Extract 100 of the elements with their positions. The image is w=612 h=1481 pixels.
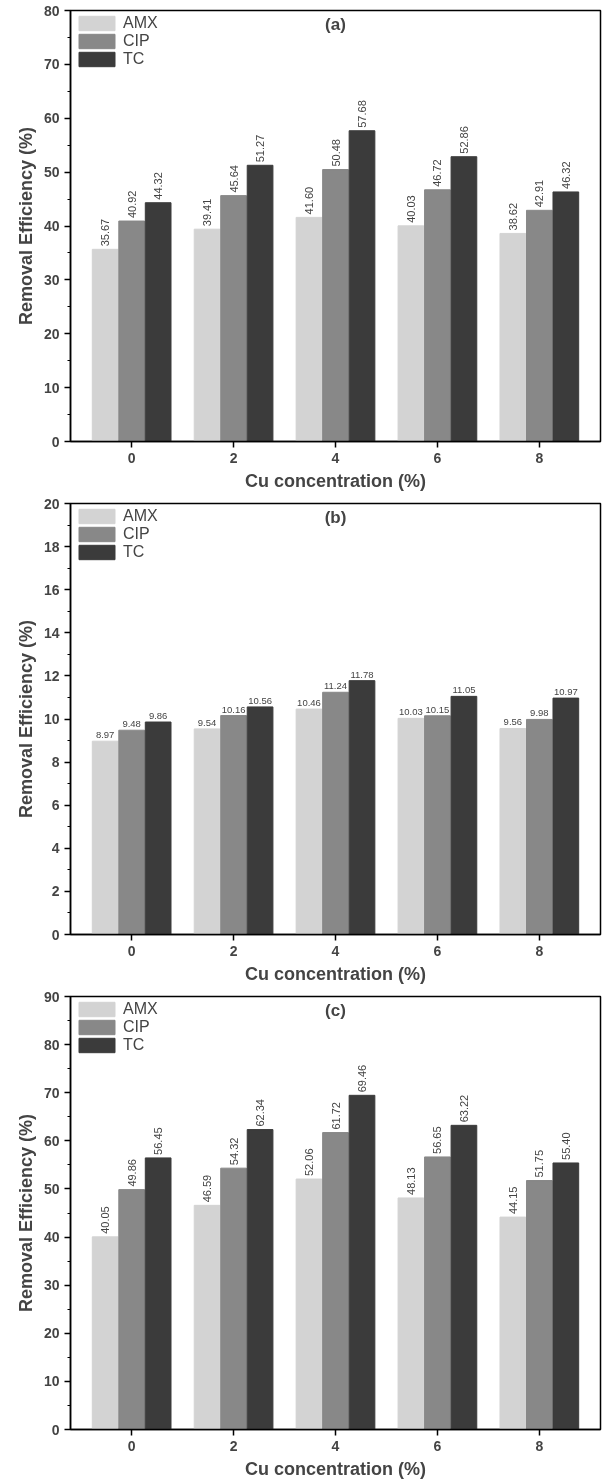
bar — [450, 156, 478, 442]
legend-label: TC — [123, 1036, 145, 1054]
bar — [118, 220, 146, 442]
x-tick-label: 4 — [331, 449, 340, 466]
data-label: 9.48 — [122, 718, 141, 730]
y-tick-label: 90 — [43, 988, 60, 1005]
data-label: 51.75 — [533, 1149, 546, 1178]
y-tick-label: 20 — [43, 325, 60, 342]
legend-label: AMX — [123, 14, 158, 32]
bar — [246, 164, 274, 442]
y-tick-label: 0 — [51, 433, 60, 450]
annotation: (c) — [325, 1000, 346, 1020]
bar — [193, 228, 221, 442]
data-label: 51.27 — [254, 134, 267, 163]
data-label: 10.56 — [248, 694, 272, 706]
y-tick-label: 20 — [43, 495, 60, 512]
data-label: 10.03 — [399, 706, 423, 718]
bar — [424, 1156, 451, 1430]
bar — [424, 189, 451, 442]
bar — [499, 1216, 527, 1430]
annotation: (a) — [325, 14, 346, 34]
bar — [118, 1189, 146, 1430]
x-tick-label: 2 — [229, 942, 238, 959]
bar — [91, 1236, 119, 1430]
bar — [295, 216, 323, 442]
data-label: 39.41 — [201, 198, 214, 227]
bar — [118, 729, 146, 935]
y-tick-label: 12 — [43, 667, 60, 684]
bar — [220, 195, 247, 442]
data-label: 57.68 — [356, 100, 368, 128]
bar — [322, 691, 349, 935]
bar — [144, 202, 172, 442]
data-label: 54.32 — [227, 1137, 240, 1166]
legend-label: CIP — [123, 525, 150, 543]
data-label: 9.56 — [503, 716, 523, 728]
legend-label: AMX — [123, 507, 158, 525]
data-label: 40.03 — [404, 195, 417, 223]
x-tick-label: 8 — [535, 449, 544, 466]
y-tick-label: 0 — [51, 1421, 60, 1438]
y-tick-label: 30 — [43, 1277, 60, 1294]
legend-label: AMX — [123, 1000, 158, 1018]
data-label: 10.15 — [425, 703, 450, 715]
bar — [348, 680, 376, 935]
bar — [348, 130, 376, 442]
bar — [450, 695, 478, 935]
legend-label: CIP — [123, 32, 150, 50]
data-label: 55.40 — [559, 1132, 572, 1160]
y-tick-label: 40 — [43, 1229, 60, 1246]
data-label: 10.97 — [553, 686, 578, 698]
bar — [397, 1197, 425, 1430]
data-label: 48.13 — [404, 1167, 417, 1195]
y-tick-label: 20 — [43, 1325, 60, 1342]
bar — [552, 1162, 580, 1430]
x-tick-label: 6 — [433, 449, 442, 466]
bar — [552, 697, 580, 935]
y-tick-label: 50 — [43, 164, 60, 181]
y-tick-label: 10 — [43, 711, 60, 727]
bar — [91, 740, 119, 935]
y-tick-label: 70 — [43, 1084, 60, 1101]
bar — [552, 191, 580, 442]
data-label: 45.64 — [227, 165, 240, 193]
x-tick-label: 0 — [127, 449, 136, 466]
bar — [91, 248, 119, 442]
data-label: 56.65 — [431, 1126, 444, 1154]
data-label: 50.48 — [329, 139, 342, 167]
legend-label: TC — [123, 543, 145, 561]
y-tick-label: 70 — [43, 56, 60, 73]
y-tick-label: 16 — [43, 581, 60, 598]
y-tick-label: 10 — [43, 1373, 60, 1390]
x-tick-label: 4 — [331, 1437, 340, 1454]
data-label: 61.72 — [329, 1102, 342, 1130]
x-axis-title: Cu concentration (%) — [245, 1458, 427, 1479]
legend-label: TC — [123, 50, 145, 68]
data-label: 11.78 — [350, 668, 374, 680]
x-tick-label: 0 — [127, 942, 136, 959]
data-label: 9.54 — [197, 716, 217, 728]
y-tick-label: 60 — [43, 1132, 60, 1149]
y-tick-label: 40 — [43, 218, 60, 234]
data-label: 11.24 — [323, 680, 348, 692]
x-tick-label: 0 — [127, 1437, 136, 1454]
bar — [525, 718, 553, 935]
bar — [525, 209, 553, 442]
bar — [295, 708, 323, 935]
data-label: 49.86 — [125, 1159, 138, 1187]
y-tick-label: 50 — [43, 1180, 60, 1197]
data-label: 63.22 — [457, 1094, 470, 1123]
data-label: 10.46 — [297, 697, 321, 709]
bar — [295, 1178, 323, 1430]
bar — [220, 1167, 247, 1430]
y-tick-label: 0 — [51, 926, 60, 943]
bar — [348, 1094, 376, 1430]
y-tick-label: 30 — [43, 271, 60, 288]
bar — [193, 1204, 221, 1430]
bar — [525, 1180, 553, 1430]
data-label: 10.16 — [221, 703, 246, 715]
data-label: 52.06 — [303, 1148, 315, 1177]
data-label: 69.46 — [356, 1064, 368, 1093]
data-label: 35.67 — [99, 218, 112, 247]
x-axis-title: Cu concentration (%) — [245, 963, 427, 984]
data-label: 38.62 — [506, 202, 519, 231]
